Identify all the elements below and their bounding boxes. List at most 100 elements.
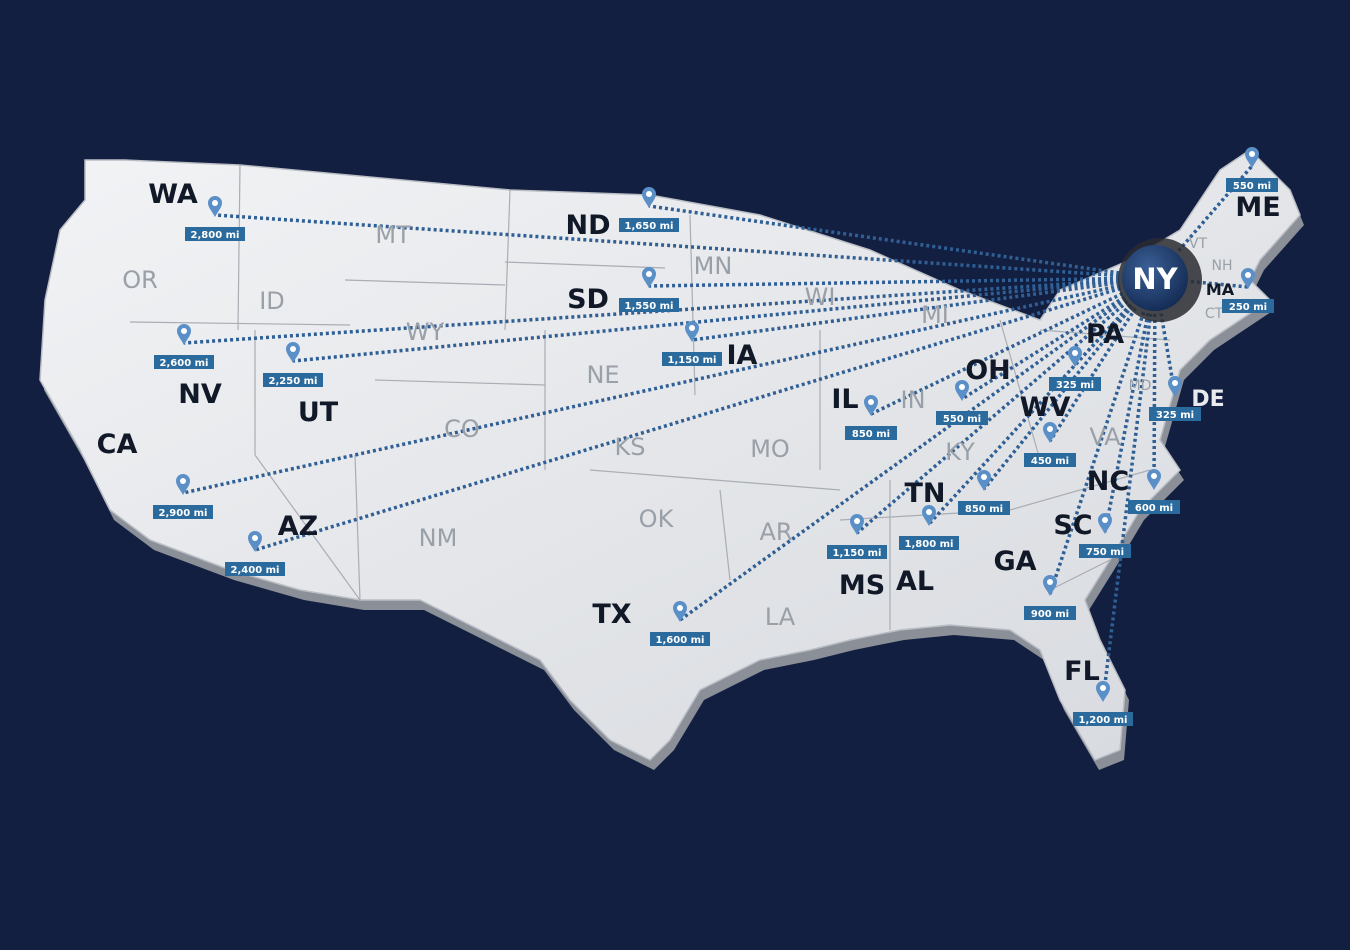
pin-UT[interactable]: 2,250 mi (263, 342, 323, 387)
pin-IA[interactable]: 1,150 mi (662, 321, 722, 366)
distance-label-box (958, 501, 1010, 515)
distance-label: 2,400 mi (231, 565, 280, 576)
distance-label-box (1128, 500, 1180, 514)
route-line-ND (648, 204, 1156, 280)
route-line-GA (1048, 277, 1157, 595)
destination-pins: 2,800 mi 1,650 mi 1,550 mi 1,150 mi 2,600 mi… (153, 147, 1278, 726)
distance-label-box (936, 411, 988, 425)
state-label-MD: MD (1129, 378, 1152, 394)
distance-label: 600 mi (1135, 503, 1173, 514)
pin-IL[interactable]: 850 mi (845, 395, 897, 440)
pin-DE[interactable]: 325 mi (1149, 376, 1201, 421)
pin-AL[interactable]: 1,800 mi (899, 505, 959, 550)
state-label-NE: NE (586, 361, 619, 389)
distance-label: 2,600 mi (160, 358, 209, 369)
route-line-CA (182, 276, 1156, 495)
state-label-AL: AL (896, 566, 934, 597)
state-label-MT: MT (375, 221, 411, 249)
state-label-MA: MA (1206, 280, 1235, 299)
distance-label-box (1024, 453, 1076, 467)
distance-label-box (1226, 178, 1278, 192)
pin-AZ[interactable]: 2,400 mi (225, 531, 285, 576)
distance-label-box (185, 227, 245, 241)
pin-WA[interactable]: 2,800 mi (185, 196, 245, 241)
state-label-ME: ME (1235, 192, 1280, 223)
route-line-UT (292, 276, 1156, 363)
pin-dot (981, 474, 987, 480)
map-pin-icon (1245, 147, 1259, 168)
pin-SD[interactable]: 1,550 mi (619, 267, 679, 312)
map-pin-icon (1241, 268, 1255, 289)
pin-dot (252, 535, 258, 541)
state-label-ND: ND (565, 210, 610, 241)
pin-MS[interactable]: 1,150 mi (827, 514, 887, 559)
map-pin-icon (248, 531, 262, 552)
pin-dot (926, 509, 932, 515)
state-label-CT: CT (1205, 306, 1224, 322)
pin-PA[interactable]: 325 mi (1049, 346, 1101, 391)
pin-NV[interactable]: 2,600 mi (154, 324, 214, 369)
state-label-CO: CO (444, 415, 480, 443)
pin-dot (1249, 151, 1255, 157)
map-pin-icon (1043, 422, 1057, 443)
pin-WV[interactable]: 450 mi (1024, 422, 1076, 467)
pin-ME[interactable]: 550 mi (1226, 147, 1278, 192)
distance-label-box (1024, 606, 1076, 620)
map-pin-icon (864, 395, 878, 416)
pin-dot (868, 399, 874, 405)
distance-label: 1,600 mi (656, 635, 705, 646)
pin-dot (1151, 473, 1157, 479)
distance-label: 325 mi (1056, 380, 1094, 391)
map-pin-icon (922, 505, 936, 526)
map-pin-icon (208, 196, 222, 217)
state-label-WV: WV (1020, 392, 1071, 423)
distance-label: 550 mi (1233, 181, 1271, 192)
distance-label-box (1149, 407, 1201, 421)
us-landmass (39, 149, 1301, 761)
state-labels-other: OR MT ID WY MN WI MI NE CO KS MO IN KY NM OK AR LA VA MD VT… (122, 221, 1232, 631)
distance-label-box (619, 298, 679, 312)
state-label-TX: TX (592, 599, 631, 630)
pin-TN[interactable]: 850 mi (958, 470, 1010, 515)
pin-NC[interactable]: 600 mi (1128, 469, 1180, 514)
map-pin-icon (977, 470, 991, 491)
pin-TX[interactable]: 1,600 mi (650, 601, 710, 646)
pin-dot (689, 325, 695, 331)
distance-label: 550 mi (943, 414, 981, 425)
pin-dot (677, 605, 683, 611)
state-label-FL: FL (1064, 656, 1100, 687)
pin-GA[interactable]: 900 mi (1024, 575, 1076, 620)
pin-OH[interactable]: 550 mi (936, 380, 988, 425)
distance-label: 1,800 mi (905, 539, 954, 550)
distance-label-box (1079, 544, 1131, 558)
pin-dot (1047, 426, 1053, 432)
hub-marker[interactable]: NY (1118, 238, 1202, 322)
map-pin-icon (673, 601, 687, 622)
pin-MA[interactable]: 250 mi (1222, 268, 1274, 313)
pin-FL[interactable]: 1,200 mi (1073, 681, 1133, 726)
route-line-IL (870, 276, 1156, 416)
hub-circle (1122, 245, 1188, 311)
map-pin-icon (1168, 376, 1182, 397)
pin-CA[interactable]: 2,900 mi (153, 474, 213, 519)
state-label-WA: WA (148, 179, 198, 210)
state-label-IA: IA (727, 340, 758, 371)
pin-dot (290, 346, 296, 352)
pin-dot (1100, 685, 1106, 691)
route-line-AL (927, 276, 1157, 526)
state-label-OR: OR (122, 266, 158, 294)
distance-label: 2,250 mi (269, 376, 318, 387)
state-label-NC: NC (1087, 466, 1129, 497)
pin-SC[interactable]: 750 mi (1079, 513, 1131, 558)
state-label-NV: NV (178, 379, 222, 410)
distance-label-box (225, 562, 285, 576)
distance-label: 1,550 mi (625, 301, 674, 312)
distance-label: 900 mi (1031, 609, 1069, 620)
distance-label: 1,650 mi (625, 221, 674, 232)
distance-label-box (1073, 712, 1133, 726)
pin-ND[interactable]: 1,650 mi (619, 187, 679, 232)
route-line-TX (678, 276, 1157, 622)
distance-label-box (827, 545, 887, 559)
map-pin-icon (177, 324, 191, 345)
